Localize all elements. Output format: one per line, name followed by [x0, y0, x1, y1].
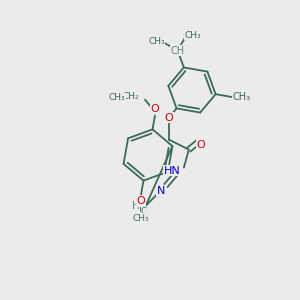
Text: O: O [137, 196, 146, 206]
Text: O: O [196, 140, 205, 150]
Text: CH₃: CH₃ [185, 31, 201, 40]
Text: CH₂: CH₂ [123, 92, 139, 101]
Text: O: O [164, 112, 173, 123]
Text: CH₃: CH₃ [109, 93, 125, 102]
Text: C: C [141, 207, 147, 216]
Text: CH₃: CH₃ [232, 92, 250, 102]
Text: CH₃: CH₃ [133, 214, 149, 223]
Text: CH₃: CH₃ [148, 37, 165, 46]
Text: H: H [132, 201, 140, 211]
Text: O: O [151, 103, 159, 114]
Text: CH: CH [171, 46, 185, 56]
Text: HN: HN [164, 166, 180, 176]
Text: N: N [157, 186, 165, 196]
